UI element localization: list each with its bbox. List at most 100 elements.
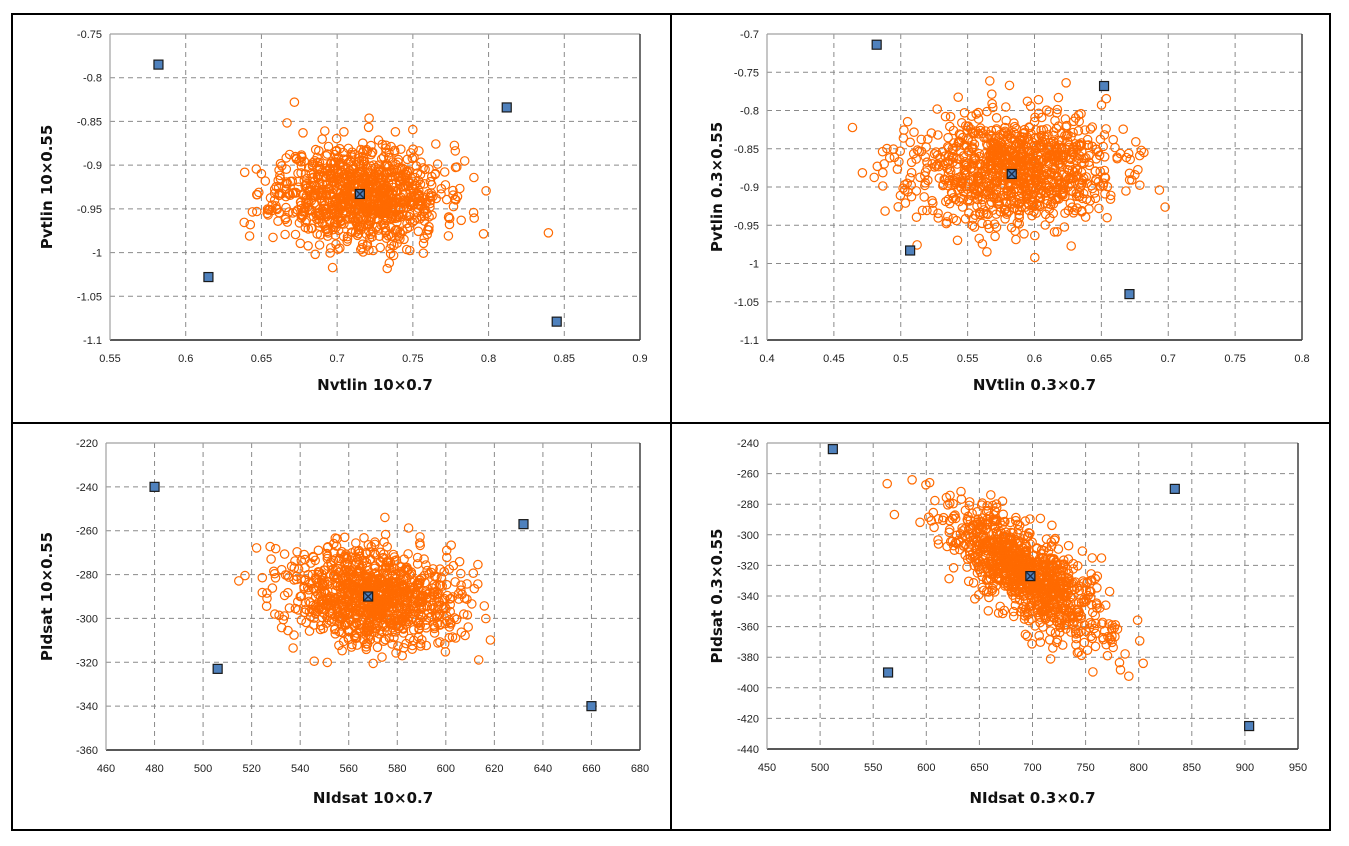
sample-point <box>418 248 429 258</box>
sample-point <box>971 109 981 119</box>
sample-point <box>1080 125 1090 135</box>
y-tick-label: -0.95 <box>77 204 102 216</box>
sample-point <box>1043 130 1053 140</box>
sample-point <box>331 133 342 144</box>
sample-point <box>1036 112 1047 123</box>
sample-point <box>313 174 324 184</box>
sample-point <box>1090 193 1101 204</box>
sample-point <box>1000 102 1011 112</box>
sample-point <box>963 121 973 131</box>
sample-point <box>391 224 402 235</box>
sample-point <box>1031 183 1042 193</box>
sample-point <box>978 209 989 219</box>
sample-point <box>310 144 321 155</box>
x-tick-label: 680 <box>631 763 649 775</box>
sample-point <box>318 184 328 195</box>
sample-point <box>942 211 953 222</box>
sample-point <box>1135 180 1145 190</box>
sample-point <box>251 206 262 217</box>
sample-point <box>1071 141 1082 151</box>
y-tick-label: -1 <box>92 248 102 260</box>
sample-point <box>973 114 984 124</box>
y-tick-label: -280 <box>737 499 759 511</box>
sample-point <box>362 146 373 157</box>
sample-point <box>402 223 413 234</box>
sample-point <box>906 167 917 178</box>
sample-point <box>408 144 418 154</box>
x-tick-label: 460 <box>97 763 115 775</box>
sample-point <box>987 138 998 148</box>
corner-point <box>518 519 529 530</box>
sample-point <box>270 572 281 583</box>
sample-point <box>982 247 992 257</box>
sample-point <box>399 195 409 205</box>
sample-point <box>430 169 440 180</box>
sample-point <box>303 162 314 173</box>
sample-point <box>1124 168 1135 179</box>
sample-point <box>322 657 333 668</box>
y-tick-label: -280 <box>76 570 98 582</box>
x-tick-label: 0.9 <box>632 353 647 365</box>
sample-point <box>378 636 389 646</box>
sample-point <box>1057 143 1067 153</box>
sample-point <box>1069 205 1080 216</box>
corner-point <box>551 316 562 327</box>
sample-point <box>301 604 311 615</box>
sample-point <box>1049 130 1059 141</box>
sample-point <box>1085 124 1096 134</box>
sample-point <box>309 613 319 623</box>
sample-point <box>1031 166 1041 177</box>
x-tick-label: 550 <box>864 762 882 774</box>
x-tick-label: 750 <box>1076 762 1094 774</box>
sample-point <box>1160 202 1170 212</box>
sample-point <box>364 216 375 226</box>
sample-point <box>1027 182 1038 193</box>
sample-point <box>976 186 987 196</box>
sample-point <box>1052 171 1062 181</box>
y-tick-label: -340 <box>737 591 759 603</box>
sample-point <box>1063 205 1074 216</box>
sample-point <box>436 183 447 194</box>
sample-point <box>990 231 1000 242</box>
sample-point <box>1099 152 1110 162</box>
sample-point <box>280 229 290 240</box>
sample-point <box>390 127 401 137</box>
sample-point <box>458 609 469 619</box>
sample-point <box>1008 148 1019 159</box>
sample-point <box>323 228 333 238</box>
sample-point <box>353 159 364 169</box>
sample-point <box>312 210 322 221</box>
y-tick-label: -220 <box>76 438 98 450</box>
sample-point <box>1154 185 1165 195</box>
sample-point <box>1068 127 1078 138</box>
sample-point <box>414 146 424 156</box>
sample-point <box>1057 135 1067 146</box>
sample-point <box>905 137 915 148</box>
sample-point <box>1073 126 1084 136</box>
sample-point <box>906 157 917 168</box>
sample-point <box>239 167 250 178</box>
sample-point <box>1100 173 1111 183</box>
sample-point <box>955 181 965 192</box>
x-tick-label: 0.55 <box>957 353 978 365</box>
sample-point <box>917 205 928 216</box>
sample-point <box>348 213 359 224</box>
x-tick-label: 0.65 <box>1091 353 1112 365</box>
sample-point <box>288 187 299 198</box>
sample-point <box>333 244 343 254</box>
sample-point <box>358 179 369 189</box>
y-tick-label: -0.8 <box>83 73 102 85</box>
x-axis-title: Nvtlin 10×0.7 <box>317 376 433 394</box>
sample-point <box>456 580 466 590</box>
sample-point <box>312 229 322 239</box>
sample-point <box>1050 115 1060 126</box>
sample-point <box>1018 179 1029 189</box>
plot-area <box>110 34 640 340</box>
x-tick-label: 600 <box>917 762 935 774</box>
sample-point <box>944 198 955 209</box>
sample-point <box>1054 180 1065 190</box>
sample-point <box>244 231 255 241</box>
sample-point <box>347 639 357 650</box>
sample-point <box>1030 112 1040 123</box>
sample-point <box>290 229 301 240</box>
